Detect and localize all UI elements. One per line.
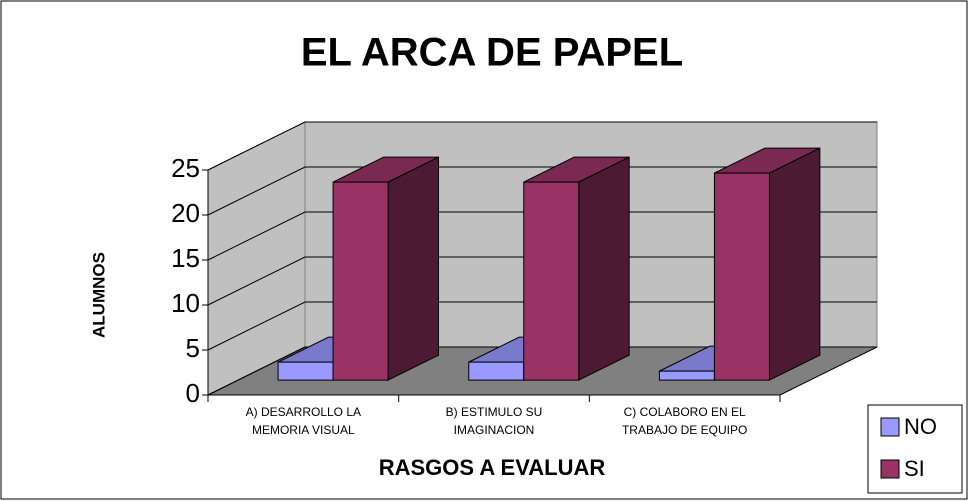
legend-swatch <box>880 459 900 479</box>
bar-front <box>713 172 770 381</box>
bar-front <box>658 370 715 381</box>
bar-side <box>578 156 630 381</box>
x-axis-title: RASGOS A EVALUAR <box>379 455 606 480</box>
y-axis-title: ALUMNOS <box>89 252 108 338</box>
x-tick-label: A) DESARROLLO LA MEMORIA VISUAL <box>245 405 362 437</box>
bar-front <box>332 181 389 381</box>
grid-line <box>207 166 877 216</box>
bar <box>523 156 630 381</box>
chart-title: EL ARCA DE PAPEL <box>301 31 683 75</box>
bar <box>713 147 821 381</box>
y-tick-label: 20 <box>171 198 200 228</box>
x-tick-label: B) ESTIMULO SU IMAGINACION <box>445 405 543 437</box>
grid-line <box>207 121 877 171</box>
x-tick-label: C) COLABORO EN EL TRABAJO DE EQUIPO <box>621 405 748 437</box>
plot: 0 5 10 15 20 25 <box>171 121 878 408</box>
y-tick-label: 5 <box>186 333 200 363</box>
bar-side <box>768 147 821 381</box>
y-tick-label: 15 <box>171 243 200 273</box>
y-tick-label: 10 <box>171 288 200 318</box>
legend-label: NO <box>904 414 937 439</box>
grid-line <box>207 211 877 261</box>
legend-label: SI <box>904 456 925 481</box>
bar-front <box>468 361 525 381</box>
bar-front <box>277 361 334 381</box>
legend-swatch <box>880 417 900 437</box>
grid-line <box>207 256 877 306</box>
bar <box>332 156 440 381</box>
bar-front <box>523 181 580 381</box>
bar-side <box>387 156 440 381</box>
y-tick-label: 0 <box>186 378 200 408</box>
y-tick-label: 25 <box>171 153 200 183</box>
grid-line <box>207 346 877 396</box>
grid-line <box>207 301 877 351</box>
